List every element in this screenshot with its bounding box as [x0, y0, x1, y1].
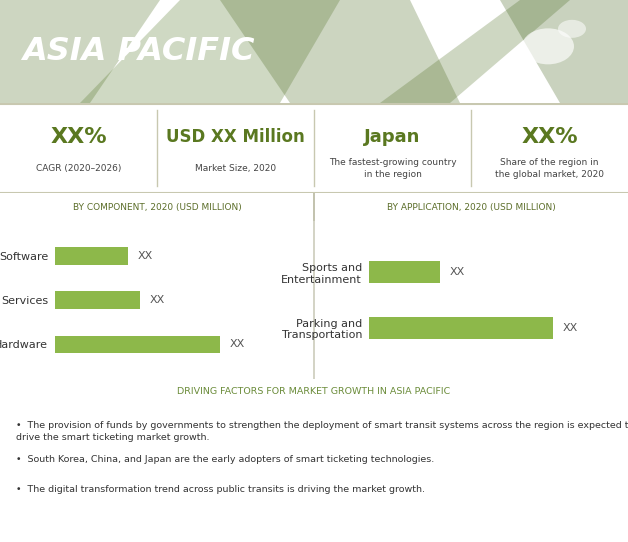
Text: XX%: XX%	[50, 127, 107, 147]
Polygon shape	[0, 0, 160, 103]
Text: XX: XX	[138, 250, 153, 261]
Text: BY COMPONENT, 2020 (USD MILLION): BY COMPONENT, 2020 (USD MILLION)	[73, 203, 241, 211]
Text: XX%: XX%	[521, 127, 578, 147]
Polygon shape	[380, 0, 570, 103]
Text: •  The provision of funds by governments to strengthen the deployment of smart t: • The provision of funds by governments …	[16, 421, 628, 442]
Text: BY APPLICATION, 2020 (USD MILLION): BY APPLICATION, 2020 (USD MILLION)	[387, 203, 555, 211]
Text: XX: XX	[449, 267, 465, 278]
Text: XX: XX	[149, 295, 165, 305]
Text: Share of the region in
the global market, 2020: Share of the region in the global market…	[495, 158, 604, 179]
Polygon shape	[220, 0, 460, 103]
Text: The fastest-growing country
in the region: The fastest-growing country in the regio…	[328, 158, 457, 179]
Text: XX: XX	[563, 322, 578, 333]
Polygon shape	[80, 0, 340, 103]
Text: DRIVING FACTORS FOR MARKET GROWTH IN ASIA PACIFIC: DRIVING FACTORS FOR MARKET GROWTH IN ASI…	[177, 388, 451, 397]
Ellipse shape	[558, 20, 586, 38]
Bar	[55, 335, 220, 353]
Ellipse shape	[522, 28, 574, 64]
Text: ASIA PACIFIC: ASIA PACIFIC	[22, 36, 254, 67]
Text: •  South Korea, China, and Japan are the early adopters of smart ticketing techn: • South Korea, China, and Japan are the …	[16, 455, 434, 464]
Text: •  The digital transformation trend across public transits is driving the market: • The digital transformation trend acros…	[16, 485, 425, 494]
Bar	[369, 317, 553, 339]
Text: Japan: Japan	[364, 128, 421, 146]
Polygon shape	[500, 0, 628, 103]
Text: CAGR (2020–2026): CAGR (2020–2026)	[36, 164, 121, 173]
Text: Market Size, 2020: Market Size, 2020	[195, 164, 276, 173]
Bar	[55, 291, 140, 309]
Text: XX: XX	[230, 339, 245, 350]
Bar	[369, 261, 440, 283]
Text: USD XX Million: USD XX Million	[166, 128, 305, 146]
Bar	[55, 247, 128, 264]
